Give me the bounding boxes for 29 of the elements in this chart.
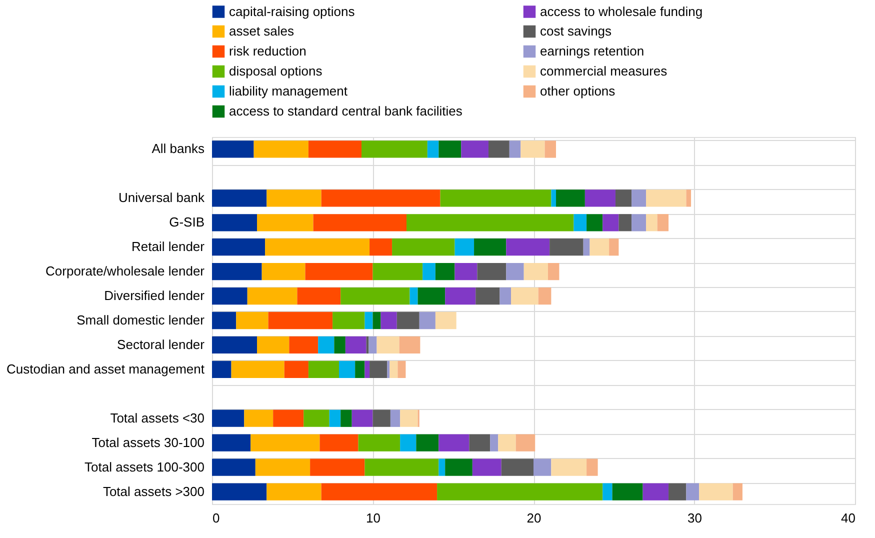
y-tick-label: Small domestic lender <box>76 312 206 328</box>
y-tick-label: Total assets 30-100 <box>92 434 204 450</box>
y-tick-label: All banks <box>152 141 205 156</box>
x-tick-label: 40 <box>841 510 856 526</box>
legend-label: access to standard central bank facilities <box>229 104 463 118</box>
x-tick-label: 10 <box>366 510 380 526</box>
y-tick-label: Diversified lender <box>104 288 206 304</box>
y-tick-label: Total assets >300 <box>102 484 204 499</box>
y-tick-label: Corporate/wholesale lender <box>46 264 206 279</box>
legend-label: earnings retention <box>540 44 644 58</box>
legend-label: asset sales <box>229 24 295 38</box>
legend-label: risk reduction <box>229 44 306 58</box>
y-tick-label: Retail lender <box>132 239 206 254</box>
y-tick-label: Total assets <30 <box>110 410 204 426</box>
legend-label: cost savings <box>540 24 612 38</box>
y-tick-label: G-SIB <box>169 214 204 230</box>
y-tick-label: Sectoral lender <box>117 336 206 352</box>
y-tick-label: Custodian and asset management <box>6 361 205 376</box>
x-tick-label: 30 <box>688 510 702 526</box>
legend-label: liability management <box>229 84 348 98</box>
legend-label: commercial measures <box>540 64 668 78</box>
legend-label: disposal options <box>229 64 323 78</box>
x-tick-label: 0 <box>212 510 220 526</box>
x-tick-label: 20 <box>526 510 542 526</box>
y-tick-label: Total assets 100-300 <box>84 459 204 474</box>
y-tick-label: Universal bank <box>118 190 205 206</box>
legend-label: access to wholesale funding <box>540 4 703 19</box>
legend-label: other options <box>540 84 616 98</box>
legend-label: capital-raising options <box>229 4 356 19</box>
